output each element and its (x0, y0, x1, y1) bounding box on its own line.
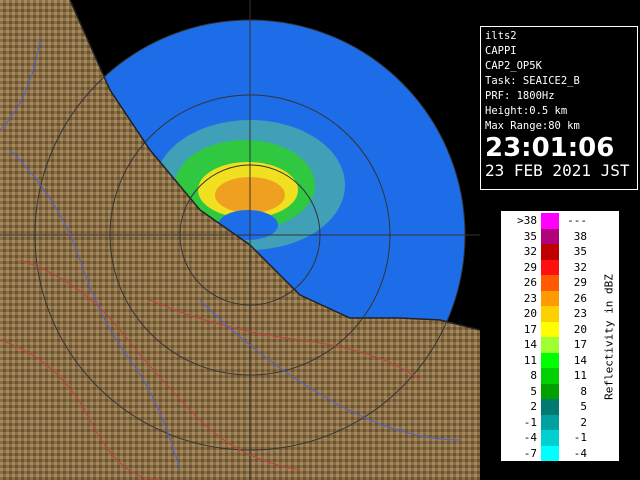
legend-row: 17 20 (501, 321, 619, 337)
legend-low: 32 (523, 245, 537, 258)
legend-low: >38 (517, 214, 537, 227)
legend-row: 23 26 (501, 290, 619, 306)
legend-low: 23 (523, 291, 537, 305)
legend-high: 2 (580, 415, 587, 429)
color-legend: Reflectivity in dBZ >38 --- 35 38 32 35 29 32 26… (500, 210, 620, 462)
task: Task: SEAICE2_B (485, 75, 580, 87)
legend-high: 5 (580, 400, 587, 413)
legend-swatch (541, 228, 559, 244)
legend-row: 11 14 (501, 352, 619, 368)
legend-low: 29 (523, 260, 537, 274)
legend-swatch (541, 414, 559, 430)
legend-row: -4 -1 (501, 430, 619, 446)
time: 23:01:06 (485, 133, 615, 163)
legend-low: 20 (523, 307, 537, 320)
legend-swatch (541, 213, 559, 229)
legend-swatch (541, 337, 559, 353)
radar-map (0, 0, 480, 480)
legend-low: 8 (530, 369, 537, 382)
legend-row: 32 35 (501, 244, 619, 260)
legend-low: 14 (523, 338, 537, 351)
height: Height:0.5 km (485, 105, 568, 117)
legend-swatch (541, 352, 559, 368)
legend-swatch (541, 290, 559, 306)
borders (0, 259, 421, 480)
legend-high: 11 (573, 369, 587, 382)
legend-high: --- (567, 214, 587, 227)
max-range: Max Range:80 km (485, 120, 580, 132)
legend-row: 14 17 (501, 337, 619, 353)
product: CAPPI (485, 45, 517, 57)
legend-low: 35 (523, 229, 537, 243)
legend-row: >38 --- (501, 213, 619, 229)
date: 23 FEB 2021 JST (485, 161, 630, 180)
legend-swatch (541, 368, 559, 384)
info-panel: ilts2 CAPPI CAP2_OP5K Task: SEAICE2_B PR… (480, 26, 638, 190)
prf: PRF: 1800Hz (485, 90, 555, 102)
legend-row: 20 23 (501, 306, 619, 322)
legend-low: -7 (523, 446, 537, 460)
legend-high: -1 (573, 431, 587, 444)
legend-swatch (541, 244, 559, 260)
legend-swatch (541, 445, 559, 461)
legend-row: 29 32 (501, 259, 619, 275)
legend-swatch (541, 399, 559, 415)
rivers (0, 39, 461, 471)
config: CAP2_OP5K (485, 60, 542, 72)
legend-low: 11 (523, 353, 537, 367)
legend-swatch (541, 383, 559, 399)
legend-high: 35 (573, 245, 587, 258)
legend-high: 20 (573, 322, 587, 336)
legend-high: 17 (573, 338, 587, 351)
legend-high: 32 (573, 260, 587, 274)
legend-row: 26 29 (501, 275, 619, 291)
legend-swatch (541, 259, 559, 275)
legend-low: 17 (523, 322, 537, 336)
legend-row: -7 -4 (501, 445, 619, 461)
legend-low: 5 (530, 384, 537, 398)
legend-low: 2 (530, 400, 537, 413)
legend-low: -1 (523, 415, 537, 429)
legend-high: -4 (573, 446, 587, 460)
legend-high: 38 (573, 229, 587, 243)
coastline (69, 0, 480, 331)
legend-row: 8 11 (501, 368, 619, 384)
legend-high: 8 (580, 384, 587, 398)
legend-high: 26 (573, 291, 587, 305)
range-rings (0, 0, 480, 480)
legend-row: 35 38 (501, 228, 619, 244)
legend-high: 29 (573, 276, 587, 289)
legend-swatch (541, 275, 559, 291)
legend-swatch (541, 321, 559, 337)
site: ilts2 (485, 30, 517, 42)
legend-swatch (541, 430, 559, 446)
legend-low: 26 (523, 276, 537, 289)
legend-row: -1 2 (501, 414, 619, 430)
legend-low: -4 (523, 431, 537, 444)
legend-high: 14 (573, 353, 587, 367)
legend-swatch (541, 306, 559, 322)
legend-high: 23 (573, 307, 587, 320)
